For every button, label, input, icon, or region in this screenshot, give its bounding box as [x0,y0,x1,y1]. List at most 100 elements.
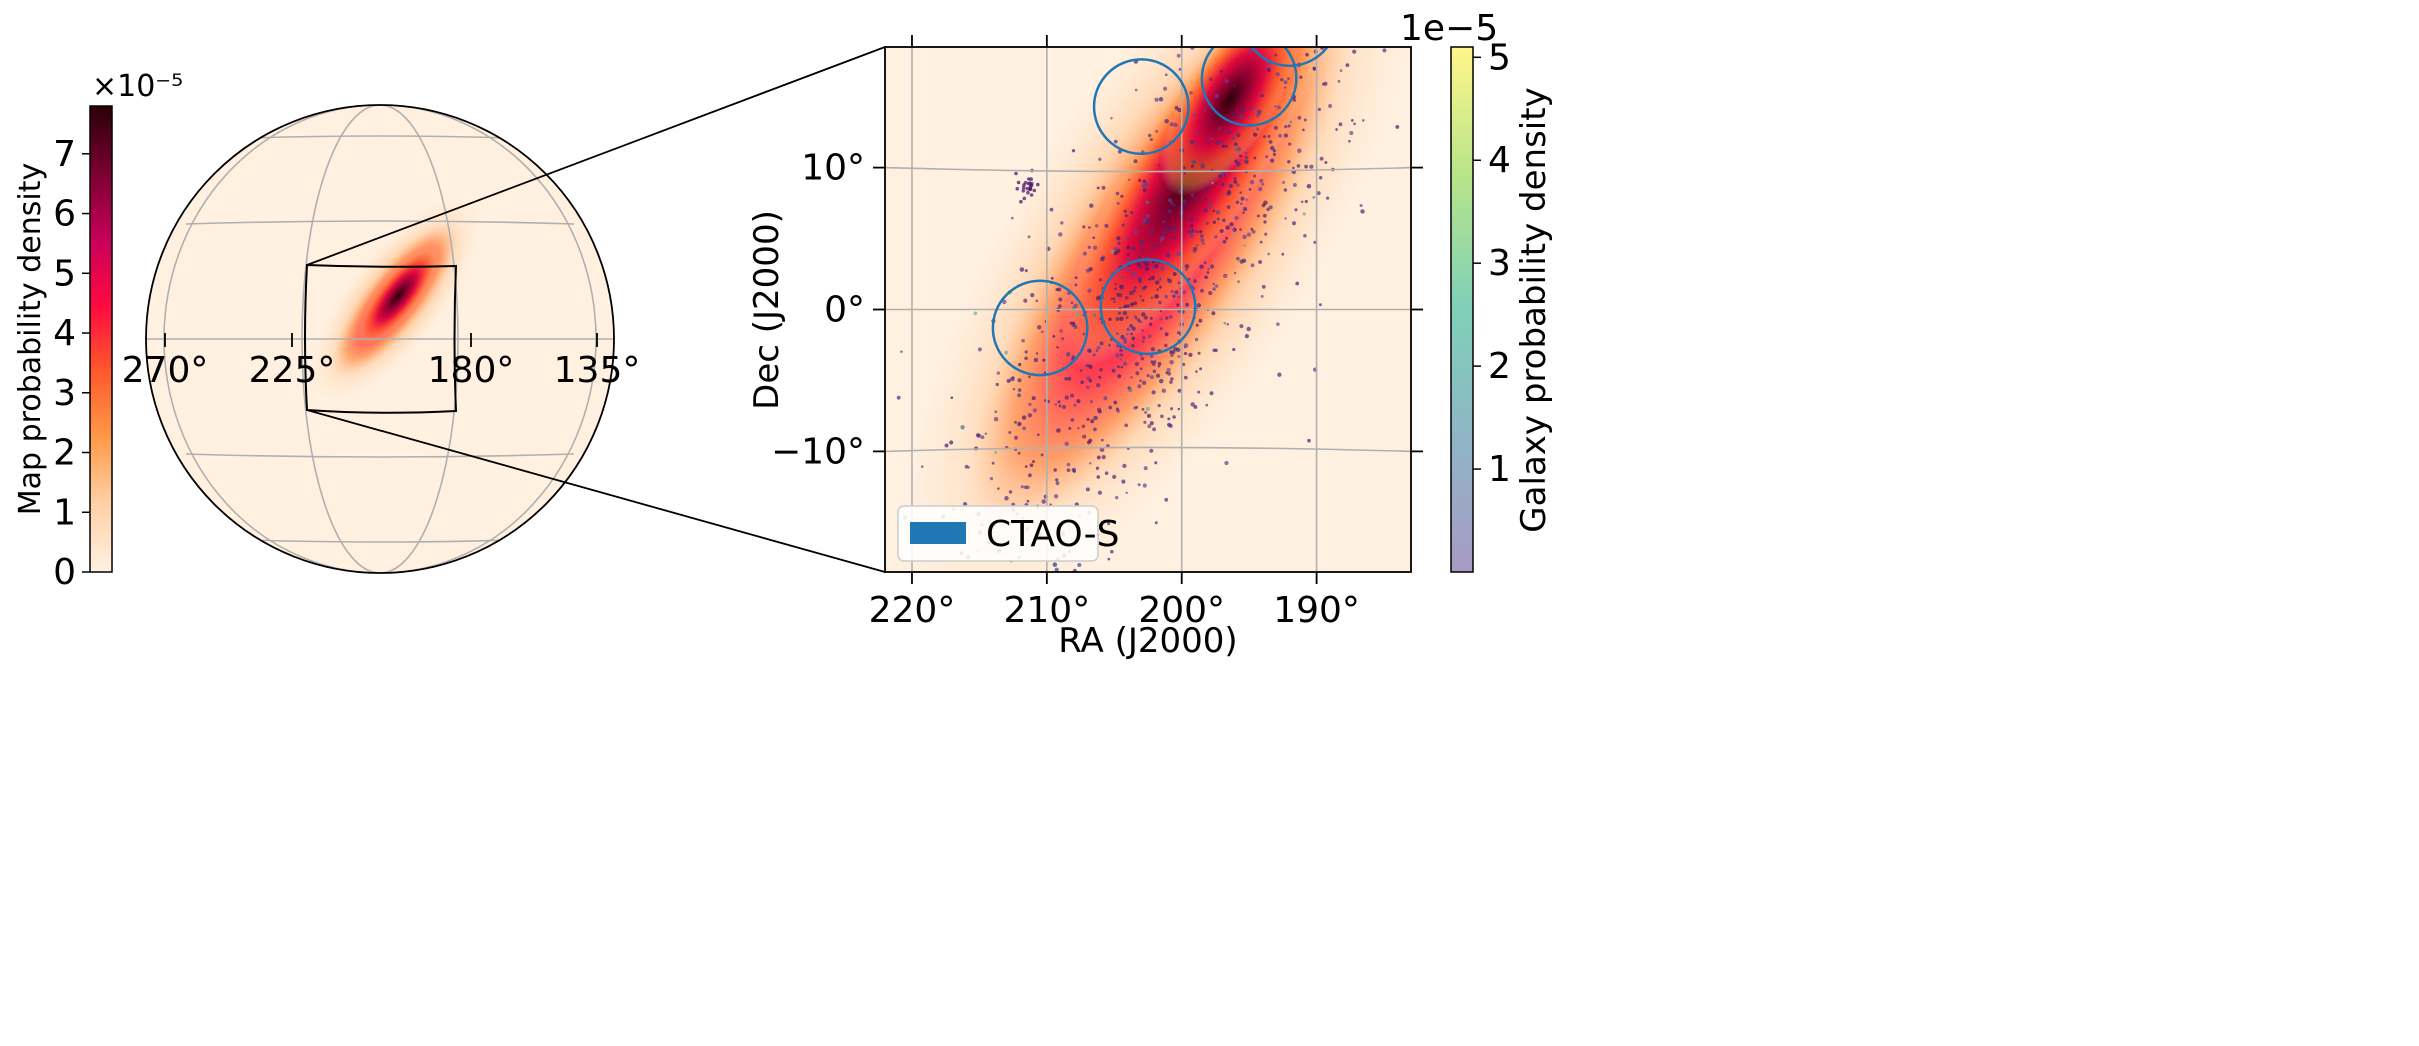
galaxy-point [996,371,1000,375]
galaxy-point [1189,139,1194,144]
galaxy-point [1092,245,1098,250]
galaxy-point [1035,299,1038,303]
galaxy-point [1100,256,1105,262]
galaxy-point [1032,188,1037,193]
galaxy-point [1143,315,1148,320]
galaxy-point [1294,208,1298,212]
galaxy-point [1131,344,1135,348]
galaxy-point [1233,180,1238,184]
galaxy-point [1204,198,1207,201]
galaxy-point [1015,186,1020,191]
galaxy-point [1199,367,1203,371]
ctao-tile [1200,47,1298,127]
galaxy-point [1209,77,1213,82]
galaxy-point [1209,391,1214,396]
galaxy-point [1188,352,1193,358]
galaxy-point [1203,261,1207,265]
galaxy-point [1232,234,1236,238]
galaxy-point [1133,229,1138,234]
galaxy-point [1211,311,1216,316]
galaxy-point [1025,186,1030,191]
galaxy-point [1282,180,1286,184]
zoom-x-tick-label: 210° [1003,590,1090,631]
galaxy-point [1129,290,1134,296]
galaxy-point [1010,216,1014,220]
galaxy-point [1303,233,1307,238]
galaxy-point [1101,438,1104,442]
galaxy-point [1119,358,1123,361]
galaxy-point [1120,365,1124,369]
galaxy-point [1107,557,1111,561]
galaxy-point [1257,109,1262,114]
galaxy-point [1187,230,1192,234]
galaxy-point [1024,350,1028,354]
galaxy-point [1156,198,1160,202]
galaxy-point [1141,329,1144,332]
galaxy-point [1241,108,1246,113]
galaxy-point [1101,454,1106,460]
galaxy-point [1149,375,1154,380]
galaxy-point [1288,142,1292,146]
galaxy-point [1139,367,1143,371]
galaxy-point [1027,235,1031,239]
galaxy-point [1259,178,1264,183]
galaxy-point [1152,427,1157,432]
zoom-ylabel: Dec (J2000) [747,210,787,410]
galaxy-point [1214,93,1219,99]
galaxy-point [1160,266,1165,271]
galaxy-point [1360,209,1365,214]
galaxy-point [1158,97,1164,102]
galaxy-point [1126,253,1130,256]
galaxy-point [1267,252,1271,256]
galaxy-point [1050,276,1054,280]
galaxy-point [1307,438,1311,443]
galaxy-point [1324,161,1328,164]
galaxy-point [1112,474,1117,480]
galaxy-point [1092,353,1096,357]
galaxy-point [1164,294,1168,299]
galaxy-point [1253,156,1257,160]
galaxy-point [1117,311,1121,315]
galaxy-point [1214,348,1218,353]
galaxy-point [1169,122,1174,127]
galaxy-point [1268,140,1273,144]
galaxy-point [1108,405,1113,410]
galaxy-point [1190,402,1195,407]
galaxy-point [1177,281,1181,285]
galaxy-point [1019,199,1023,204]
galaxy-point [1028,375,1031,379]
galaxy-point [1053,494,1059,499]
galaxy-point [1151,390,1156,395]
galaxy-point [1302,212,1306,216]
galaxy-point [1027,177,1031,181]
galaxy-point [1095,466,1100,470]
galaxy-point [1155,294,1160,298]
galaxy-colorbar-bar [1450,46,1474,573]
galaxy-point [1115,332,1119,335]
galaxy-point [1066,462,1071,467]
galaxy-point [1200,238,1205,243]
galaxy-colorbar-label: Galaxy probability density [1514,87,1554,532]
galaxy-point [1151,265,1156,270]
galaxy-point [1226,192,1230,196]
galaxy-point [1265,155,1269,159]
galaxy-point [1157,362,1162,366]
galaxy-point [1264,232,1268,236]
galaxy-point [1058,297,1063,302]
galaxy-point [1227,130,1232,135]
galaxy-point [1090,419,1095,424]
galaxy-point [1203,208,1208,213]
galaxy-point [896,395,901,400]
galaxy-point [1304,199,1308,204]
galaxy-point [1319,156,1324,161]
galaxy-point [967,466,970,469]
galaxy-point [1122,361,1128,367]
galaxy-point [1167,417,1171,421]
galaxy-point [1235,200,1240,204]
galaxy-point [1312,196,1316,199]
galaxy-point [1198,318,1203,323]
galaxy-point [1088,349,1092,353]
galaxy-point [1275,72,1280,77]
galaxy-point [1004,350,1009,355]
galaxy-point [1163,86,1168,91]
